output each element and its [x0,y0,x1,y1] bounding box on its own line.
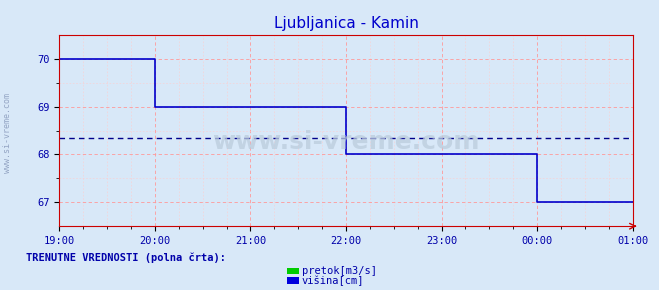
Text: višina[cm]: višina[cm] [302,275,364,286]
Title: Ljubljanica - Kamin: Ljubljanica - Kamin [273,16,418,31]
Text: www.si-vreme.com: www.si-vreme.com [3,93,13,173]
Text: TRENUTNE VREDNOSTI (polna črta):: TRENUTNE VREDNOSTI (polna črta): [26,253,226,263]
Text: pretok[m3/s]: pretok[m3/s] [302,266,377,276]
Text: www.si-vreme.com: www.si-vreme.com [212,130,480,154]
